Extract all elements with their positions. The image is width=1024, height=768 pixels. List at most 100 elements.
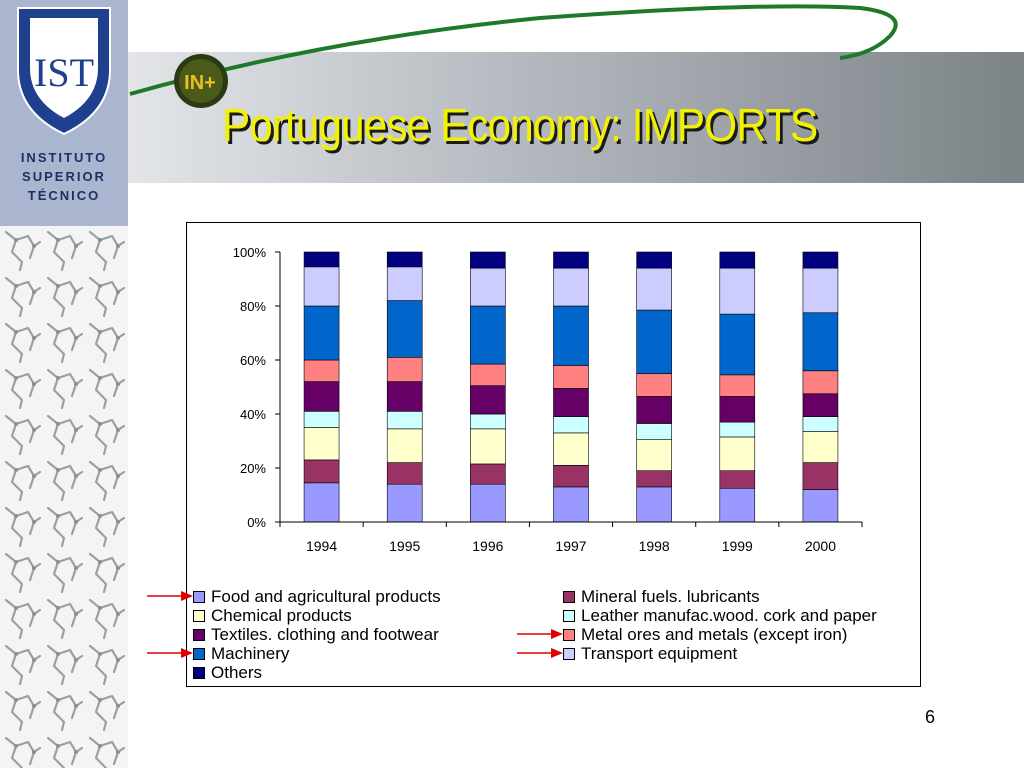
bar-segment	[802, 489, 839, 523]
legend-label: Machinery	[211, 644, 290, 663]
x-tick-label: 1999	[722, 538, 753, 554]
bar-segment	[719, 251, 756, 269]
bar-segment	[802, 416, 839, 432]
institution-line-3: TÉCNICO	[27, 188, 101, 203]
bar-segment	[303, 305, 340, 361]
bar-segment	[802, 370, 839, 395]
y-tick-label: 20%	[240, 461, 266, 476]
legend-label: Chemical products	[211, 606, 352, 625]
x-tick-label: 1998	[639, 538, 670, 554]
y-tick-label: 40%	[240, 407, 266, 422]
legend-swatch	[193, 610, 205, 622]
bar-segment	[719, 436, 756, 472]
logo-mark: IST	[34, 50, 94, 95]
bar-segment	[636, 251, 672, 269]
institution-logo: IST INSTITUTO SUPERIOR TÉCNICO	[0, 0, 128, 226]
bar-segment	[386, 300, 423, 358]
bar-segment	[636, 486, 672, 523]
bar-segment	[470, 363, 506, 386]
red-arrow-icon	[517, 648, 563, 658]
bar-segment	[719, 267, 756, 315]
sidebar: IST INSTITUTO SUPERIOR TÉCNICO	[0, 0, 128, 768]
page-number: 6	[925, 707, 936, 727]
red-arrow-icon	[517, 629, 563, 639]
bar-segment	[386, 381, 423, 412]
y-tick-label: 60%	[240, 353, 266, 368]
bar-segment	[303, 266, 340, 307]
y-tick-label: 100%	[233, 245, 267, 260]
bar-segment	[470, 267, 506, 307]
page-title: Portuguese Economy: IMPORTS	[222, 99, 818, 151]
institution-line-1: INSTITUTO	[20, 150, 108, 165]
legend-swatch	[193, 648, 205, 660]
bar-segment	[553, 267, 589, 307]
bar-segment	[386, 428, 423, 463]
bar-segment	[386, 356, 423, 382]
institution-line-2: SUPERIOR	[22, 169, 106, 184]
bar-segment	[719, 421, 756, 438]
in-plus-logo: IN+	[174, 54, 228, 108]
legend-swatch	[193, 667, 205, 679]
legend-label: Mineral fuels. lubricants	[581, 587, 760, 606]
bar-segment	[636, 439, 672, 471]
bar-segment	[303, 381, 340, 412]
bar-segment	[470, 305, 506, 365]
bar-segment	[802, 267, 839, 314]
bar-segment	[470, 251, 506, 269]
bar-segment	[802, 393, 839, 418]
bar-segment	[553, 432, 589, 466]
bar-segment	[636, 396, 672, 424]
bar-segment	[802, 462, 839, 490]
x-tick-label: 1995	[389, 538, 420, 554]
bar-segment	[553, 486, 589, 523]
bar-segment	[470, 463, 506, 485]
bar-segment	[553, 305, 589, 366]
badge-text: IN+	[184, 72, 216, 94]
swoosh-decoration	[129, 4, 898, 96]
bar-segment	[303, 359, 340, 382]
bar-segment	[636, 267, 672, 311]
bar-segment	[470, 413, 506, 430]
legend-label: Leather manufac.wood. cork and paper	[581, 606, 877, 625]
legend-label: Food and agricultural products	[211, 587, 441, 606]
header-band	[128, 52, 1024, 183]
x-tick-label: 1996	[472, 538, 503, 554]
decorative-pattern	[0, 226, 128, 768]
bar-segment	[636, 309, 672, 374]
x-tick-label: 1994	[306, 538, 337, 554]
legend-swatch	[563, 610, 575, 622]
bar-segment	[553, 388, 589, 418]
bar-segment	[719, 396, 756, 423]
bar-segment	[470, 483, 506, 523]
bar-segment	[386, 462, 423, 485]
x-tick-label: 1997	[555, 538, 586, 554]
bar-segment	[386, 410, 423, 430]
legend-swatch	[193, 629, 205, 641]
bar-segment	[719, 487, 756, 523]
bar-segment	[303, 482, 340, 523]
chart-legend: Food and agricultural products Mineral fu…	[193, 587, 923, 683]
bar-segment	[553, 251, 589, 269]
bar-segment	[470, 385, 506, 415]
legend-swatch	[563, 629, 575, 641]
legend-label: Others	[211, 663, 263, 682]
y-tick-label: 0%	[247, 515, 266, 530]
bar-segment	[303, 410, 340, 428]
bar-segment	[553, 365, 589, 389]
bar-segment	[802, 431, 839, 463]
bar-segment	[719, 374, 756, 397]
bar-segment	[386, 266, 423, 301]
bar-segment	[553, 416, 589, 434]
legend-label: Metal ores and metals (except iron)	[581, 625, 848, 644]
red-arrow-icon	[147, 591, 193, 601]
bar-segment	[802, 312, 839, 372]
bar-segment	[636, 423, 672, 440]
bar-segment	[303, 427, 340, 461]
legend-swatch	[193, 591, 205, 603]
legend-swatch	[563, 648, 575, 660]
legend-label: Textiles. clothing and footwear	[211, 625, 439, 644]
bar-segment	[802, 251, 839, 269]
shield-icon: IST	[17, 7, 111, 136]
bar-segment	[636, 373, 672, 397]
